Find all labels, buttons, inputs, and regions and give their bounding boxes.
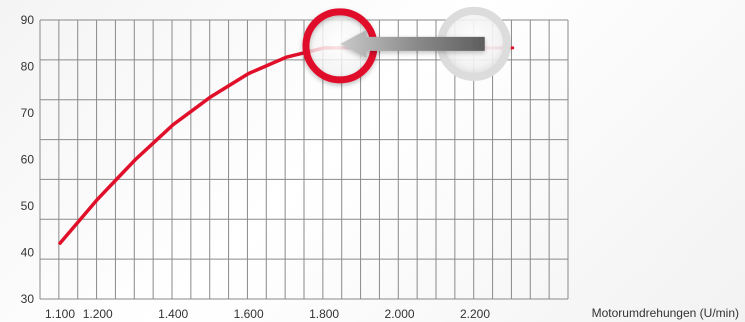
x-tick-label: 1.600 — [234, 307, 264, 321]
highlight-circle-fill — [305, 11, 374, 80]
y-tick-label: 60 — [21, 153, 35, 167]
series-group — [58, 46, 515, 245]
x-tick-label: 2.000 — [385, 307, 415, 321]
x-tick-label: 1.400 — [158, 307, 188, 321]
y-tick-label: 70 — [21, 106, 35, 120]
x-tick-label: 1.200 — [83, 307, 113, 321]
direction-arrow — [340, 29, 485, 58]
y-tick-label: 50 — [21, 199, 35, 213]
x-tick-label: 2.200 — [460, 307, 490, 321]
grid — [39, 19, 569, 300]
annotations — [302, 6, 511, 84]
y-tick-label: 30 — [21, 292, 35, 306]
y-axis-ticks: 30 40 50 60 70 80 90 — [21, 13, 35, 306]
x-tick-label: 1.800 — [309, 307, 339, 321]
y-tick-label: 80 — [21, 60, 35, 74]
y-tick-label: 90 — [21, 13, 35, 27]
x-axis-label: Motorumdrehungen (U/min) — [592, 306, 739, 320]
series-line-rising — [58, 46, 345, 245]
x-axis-ticks: 1.100 1.200 1.400 1.600 1.800 2.000 2.200 — [45, 307, 490, 321]
y-tick-label: 40 — [21, 246, 35, 260]
x-tick-label: 1.100 — [45, 307, 75, 321]
